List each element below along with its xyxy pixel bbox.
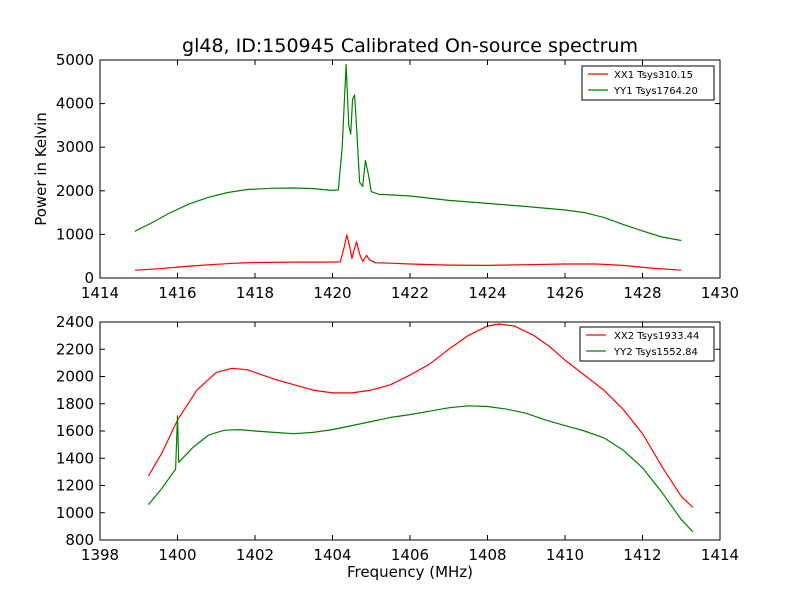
bottom-x-tick-label: 1400 [158, 546, 196, 564]
top-x-tick-label: 1414 [81, 284, 119, 302]
bottom-plot-area: 1398 1400 1402 1404 1406 1408 1410 1412 1414 800 1… [56, 313, 739, 564]
top-series-yy-line [134, 63, 682, 242]
top-x-tick-label: 1424 [468, 284, 506, 302]
top-y-tick-label: 4000 [56, 95, 94, 113]
bottom-legend-label-xx2: XX2 Tsys1933.44 [614, 331, 699, 342]
bottom-y-tick-label: 2000 [56, 368, 94, 386]
bottom-x-tick-label: 1408 [468, 546, 506, 564]
bottom-legend-box [579, 326, 715, 362]
bottom-y-tick-label: 2200 [56, 340, 94, 358]
bottom-y-tick-label: 1400 [56, 449, 94, 467]
bottom-x-axis-label: Frequency (MHz) [347, 563, 473, 581]
top-y-tick-label: 1000 [56, 225, 94, 243]
top-legend: XX1 Tsys310.15 YY1 Tsys1764.20 [581, 65, 715, 101]
top-y-tick-label: 5000 [56, 51, 94, 69]
top-panel: 1414 1416 1418 1420 1422 1424 1426 1428 1430 0 100… [32, 51, 739, 302]
top-y-axis-label: Power in Kelvin [32, 112, 50, 226]
top-x-tick-label: 1430 [701, 284, 739, 302]
chart-title: gl48, ID:150945 Calibrated On-source spe… [182, 35, 638, 57]
bottom-y-tick-label: 1800 [56, 395, 94, 413]
bottom-series-yy-line [147, 405, 694, 533]
bottom-x-tick-label: 1412 [623, 546, 661, 564]
top-plot-area: 1414 1416 1418 1420 1422 1424 1426 1428 1430 0 100… [56, 51, 739, 302]
top-y-tick-label: 3000 [56, 138, 94, 156]
top-legend-label-xx1: XX1 Tsys310.15 [614, 70, 693, 81]
bottom-x-tick-label: 1410 [546, 546, 584, 564]
top-legend-label-yy1: YY1 Tsys1764.20 [613, 86, 698, 97]
bottom-y-tick-label: 2400 [56, 313, 94, 331]
bottom-x-tick-label: 1406 [391, 546, 429, 564]
bottom-x-tick-label: 1404 [313, 546, 351, 564]
top-x-tick-label: 1428 [623, 284, 661, 302]
bottom-legend-label-yy2: YY2 Tsys1552.84 [613, 347, 698, 358]
bottom-y-tick-label: 1600 [56, 422, 94, 440]
top-x-tick-label: 1418 [236, 284, 274, 302]
bottom-x-tick-label: 1402 [236, 546, 274, 564]
bottom-panel: 1398 1400 1402 1404 1406 1408 1410 1412 1414 800 1… [56, 313, 739, 581]
top-y-tick-label: 0 [84, 269, 94, 287]
bottom-series-xx-line [147, 323, 694, 508]
bottom-y-tick-label: 800 [65, 531, 94, 549]
top-series-xx-line [134, 234, 682, 271]
bottom-x-tick-label: 1398 [81, 546, 119, 564]
top-x-tick-label: 1422 [391, 284, 429, 302]
bottom-y-tick-label: 1200 [56, 477, 94, 495]
top-x-tick-label: 1426 [546, 284, 584, 302]
top-legend-box [581, 65, 715, 101]
bottom-x-tick-label: 1414 [701, 546, 739, 564]
top-x-tick-label: 1416 [158, 284, 196, 302]
top-y-tick-label: 2000 [56, 182, 94, 200]
bottom-y-tick-label: 1000 [56, 504, 94, 522]
top-x-tick-label: 1420 [313, 284, 351, 302]
bottom-legend: XX2 Tsys1933.44 YY2 Tsys1552.84 [579, 326, 715, 362]
